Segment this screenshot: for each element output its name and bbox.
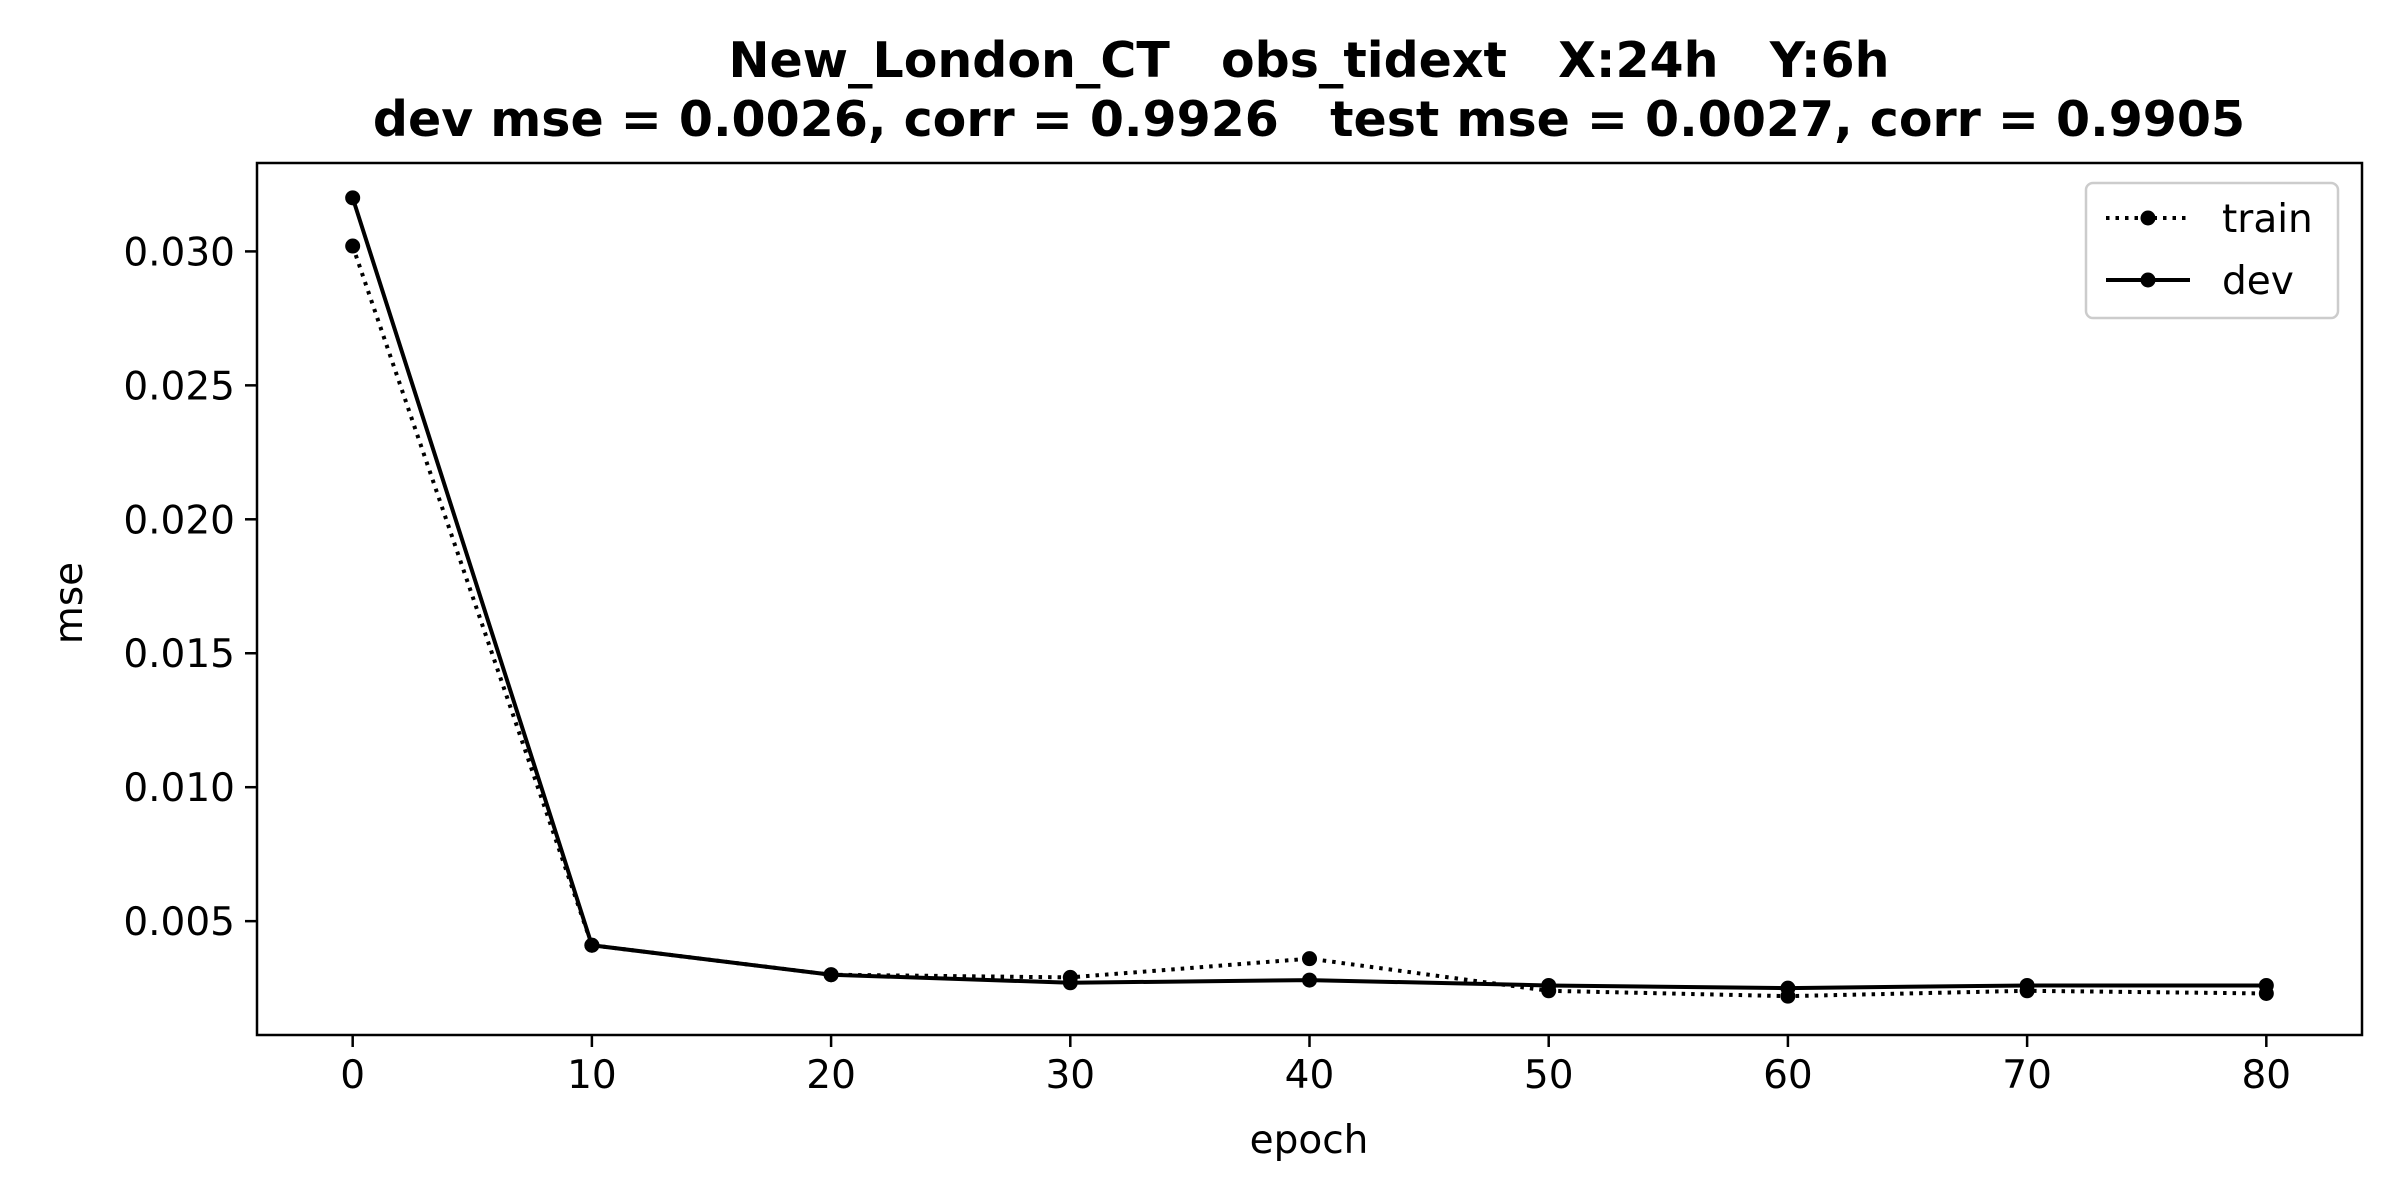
x-tick-label: 0 <box>340 1053 365 1098</box>
chart-title: New_London_CT obs_tidext X:24h Y:6h <box>728 32 1889 89</box>
dev-point <box>2258 977 2274 993</box>
series-layer <box>345 190 2274 1004</box>
legend-items: train dev <box>2106 197 2313 304</box>
y-axis-label: mse <box>47 562 92 644</box>
x-tick-label: 10 <box>567 1053 617 1098</box>
series-train <box>345 238 2274 1004</box>
x-tick-label: 40 <box>1285 1053 1335 1098</box>
y-tick-label: 0.020 <box>123 498 235 543</box>
x-tick-label: 20 <box>806 1053 856 1098</box>
x-tick-label: 60 <box>1763 1053 1813 1098</box>
legend-label: train <box>2222 197 2313 242</box>
y-tick-label: 0.015 <box>123 632 235 677</box>
x-tick-label: 30 <box>1045 1053 1095 1098</box>
x-tick-label: 80 <box>2241 1053 2291 1098</box>
legend-swatch-marker <box>2140 210 2156 226</box>
series-dev <box>345 190 2274 996</box>
y-tick-label: 0.010 <box>123 766 235 811</box>
dev-point <box>584 937 600 953</box>
dev-point <box>2019 977 2035 993</box>
x-tick-label: 50 <box>1524 1053 1574 1098</box>
legend: train dev <box>2084 181 2340 320</box>
legend-label: dev <box>2222 259 2294 304</box>
legend-item-dev: dev <box>2106 259 2294 304</box>
x-axis-label: epoch <box>1250 1118 1369 1163</box>
dev-point <box>1541 977 1557 993</box>
chart-subtitle: dev mse = 0.0026, corr = 0.9926 test mse… <box>373 91 2245 148</box>
train-point <box>345 238 361 254</box>
dev-point <box>1302 972 1317 988</box>
plot-frame <box>255 161 2364 1037</box>
dev-point <box>1062 975 1078 991</box>
legend-swatch-marker <box>2140 272 2156 288</box>
train-point <box>1302 951 1317 967</box>
train-line <box>350 245 2267 999</box>
x-tick-label: 70 <box>2002 1053 2052 1098</box>
dev-point <box>823 967 839 983</box>
dev-point <box>345 190 361 206</box>
legend-item-train: train <box>2106 197 2313 242</box>
dev-line <box>350 197 2267 991</box>
x-axis-ticks: 0 10 20 30 40 50 60 70 80 <box>340 1035 2291 1098</box>
y-tick-label: 0.025 <box>123 364 235 409</box>
y-tick-label: 0.005 <box>123 900 235 945</box>
y-axis-ticks: 0.005 0.010 0.015 0.020 0.025 0.030 <box>123 230 257 945</box>
y-tick-label: 0.030 <box>123 230 235 275</box>
dev-point <box>1780 980 1796 996</box>
